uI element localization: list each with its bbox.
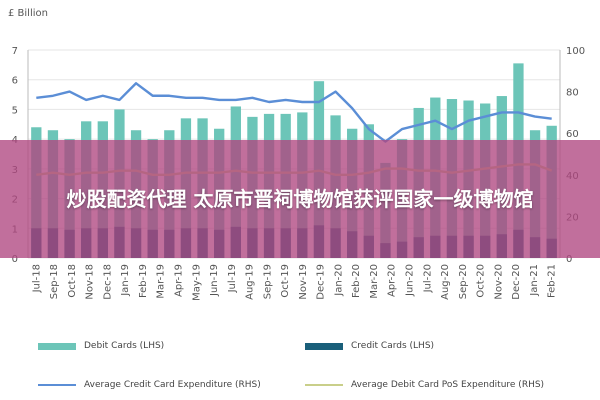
right-axis-tick-label: 0 [566,254,572,265]
x-axis-tick-label: Feb-20 [351,264,362,298]
x-axis-tick-label: Mar-20 [369,264,380,299]
x-axis-tick-label: Oct-19 [280,264,291,298]
legend-swatch [38,342,76,350]
x-axis-tick-label: Jan-21 [529,264,540,297]
x-axis-tick-label: Jan-20 [333,264,344,297]
legend-label: Average Debit Card PoS Expenditure (RHS) [351,380,545,390]
left-axis-unit: £ Billion [8,8,48,19]
x-axis-tick-label: Sep-20 [458,264,469,299]
x-axis-tick-label: Aug-20 [440,264,451,300]
x-axis-tick-label: Jun-20 [405,264,416,297]
x-axis-tick-label: Jul-19 [227,264,238,293]
x-axis-tick-label: Dec-20 [511,264,522,300]
legend-swatch [38,384,76,386]
right-axis-tick-label: 80 [566,88,579,99]
legend-item: Average Credit Card Expenditure (RHS) [38,380,261,390]
right-axis-tick-label: 100 [566,46,585,57]
x-axis-tick-label: Oct-20 [476,264,487,298]
x-axis-tick-label: Apr-20 [387,264,398,297]
x-axis-tick-label: Dec-19 [316,264,327,300]
x-axis-tick-label: Oct-18 [67,264,78,298]
x-axis-tick-label: Jul-18 [31,264,42,293]
x-axis-tick-label: Dec-18 [102,264,113,300]
legend-label: Credit Cards (LHS) [351,341,435,351]
left-axis-tick-label: 7 [12,46,18,57]
legend-item: Average Debit Card PoS Expenditure (RHS) [305,380,544,390]
legend-label: Average Credit Card Expenditure (RHS) [84,380,261,390]
banner-text: 炒股配资代理 太原市晋祠博物馆获评国家一级博物馆 [66,187,534,211]
x-axis-tick-label: Jan-19 [120,264,131,297]
x-axis-tick-label: Sep-19 [262,264,273,299]
legend-label: Debit Cards (LHS) [84,341,165,351]
legend-item: Debit Cards (LHS) [38,341,164,351]
x-axis-tick-label: Apr-19 [173,264,184,297]
x-axis-tick-label: Feb-19 [138,264,149,298]
overlay-banner: 炒股配资代理 太原市晋祠博物馆获评国家一级博物馆 [0,140,600,258]
left-axis-tick-label: 6 [12,76,18,87]
left-axis-tick-label: 0 [12,254,18,265]
x-axis-tick-label: May-19 [191,264,202,301]
legend-item: Credit Cards (LHS) [305,341,434,351]
x-axis-tick-label: Sep-18 [49,264,60,299]
x-axis-tick-label: Nov-18 [85,264,96,300]
x-axis-tick-label: Jun-19 [209,264,220,297]
x-axis-tick-label: Nov-20 [493,264,504,300]
x-axis-tick-label: Nov-19 [298,264,309,300]
legend-swatch [305,384,343,386]
right-axis-tick-label: 60 [566,129,579,140]
left-axis-tick-label: 5 [12,105,18,116]
x-axis-tick-label: Mar-19 [156,264,167,299]
x-axis-tick-label: Feb-21 [547,264,558,298]
line-average-credit-card-expenditure-rhs- [36,82,552,143]
x-axis-tick-label: Aug-19 [245,264,256,300]
x-axis-tick-label: Jul-20 [422,264,433,293]
legend-swatch [305,342,343,350]
